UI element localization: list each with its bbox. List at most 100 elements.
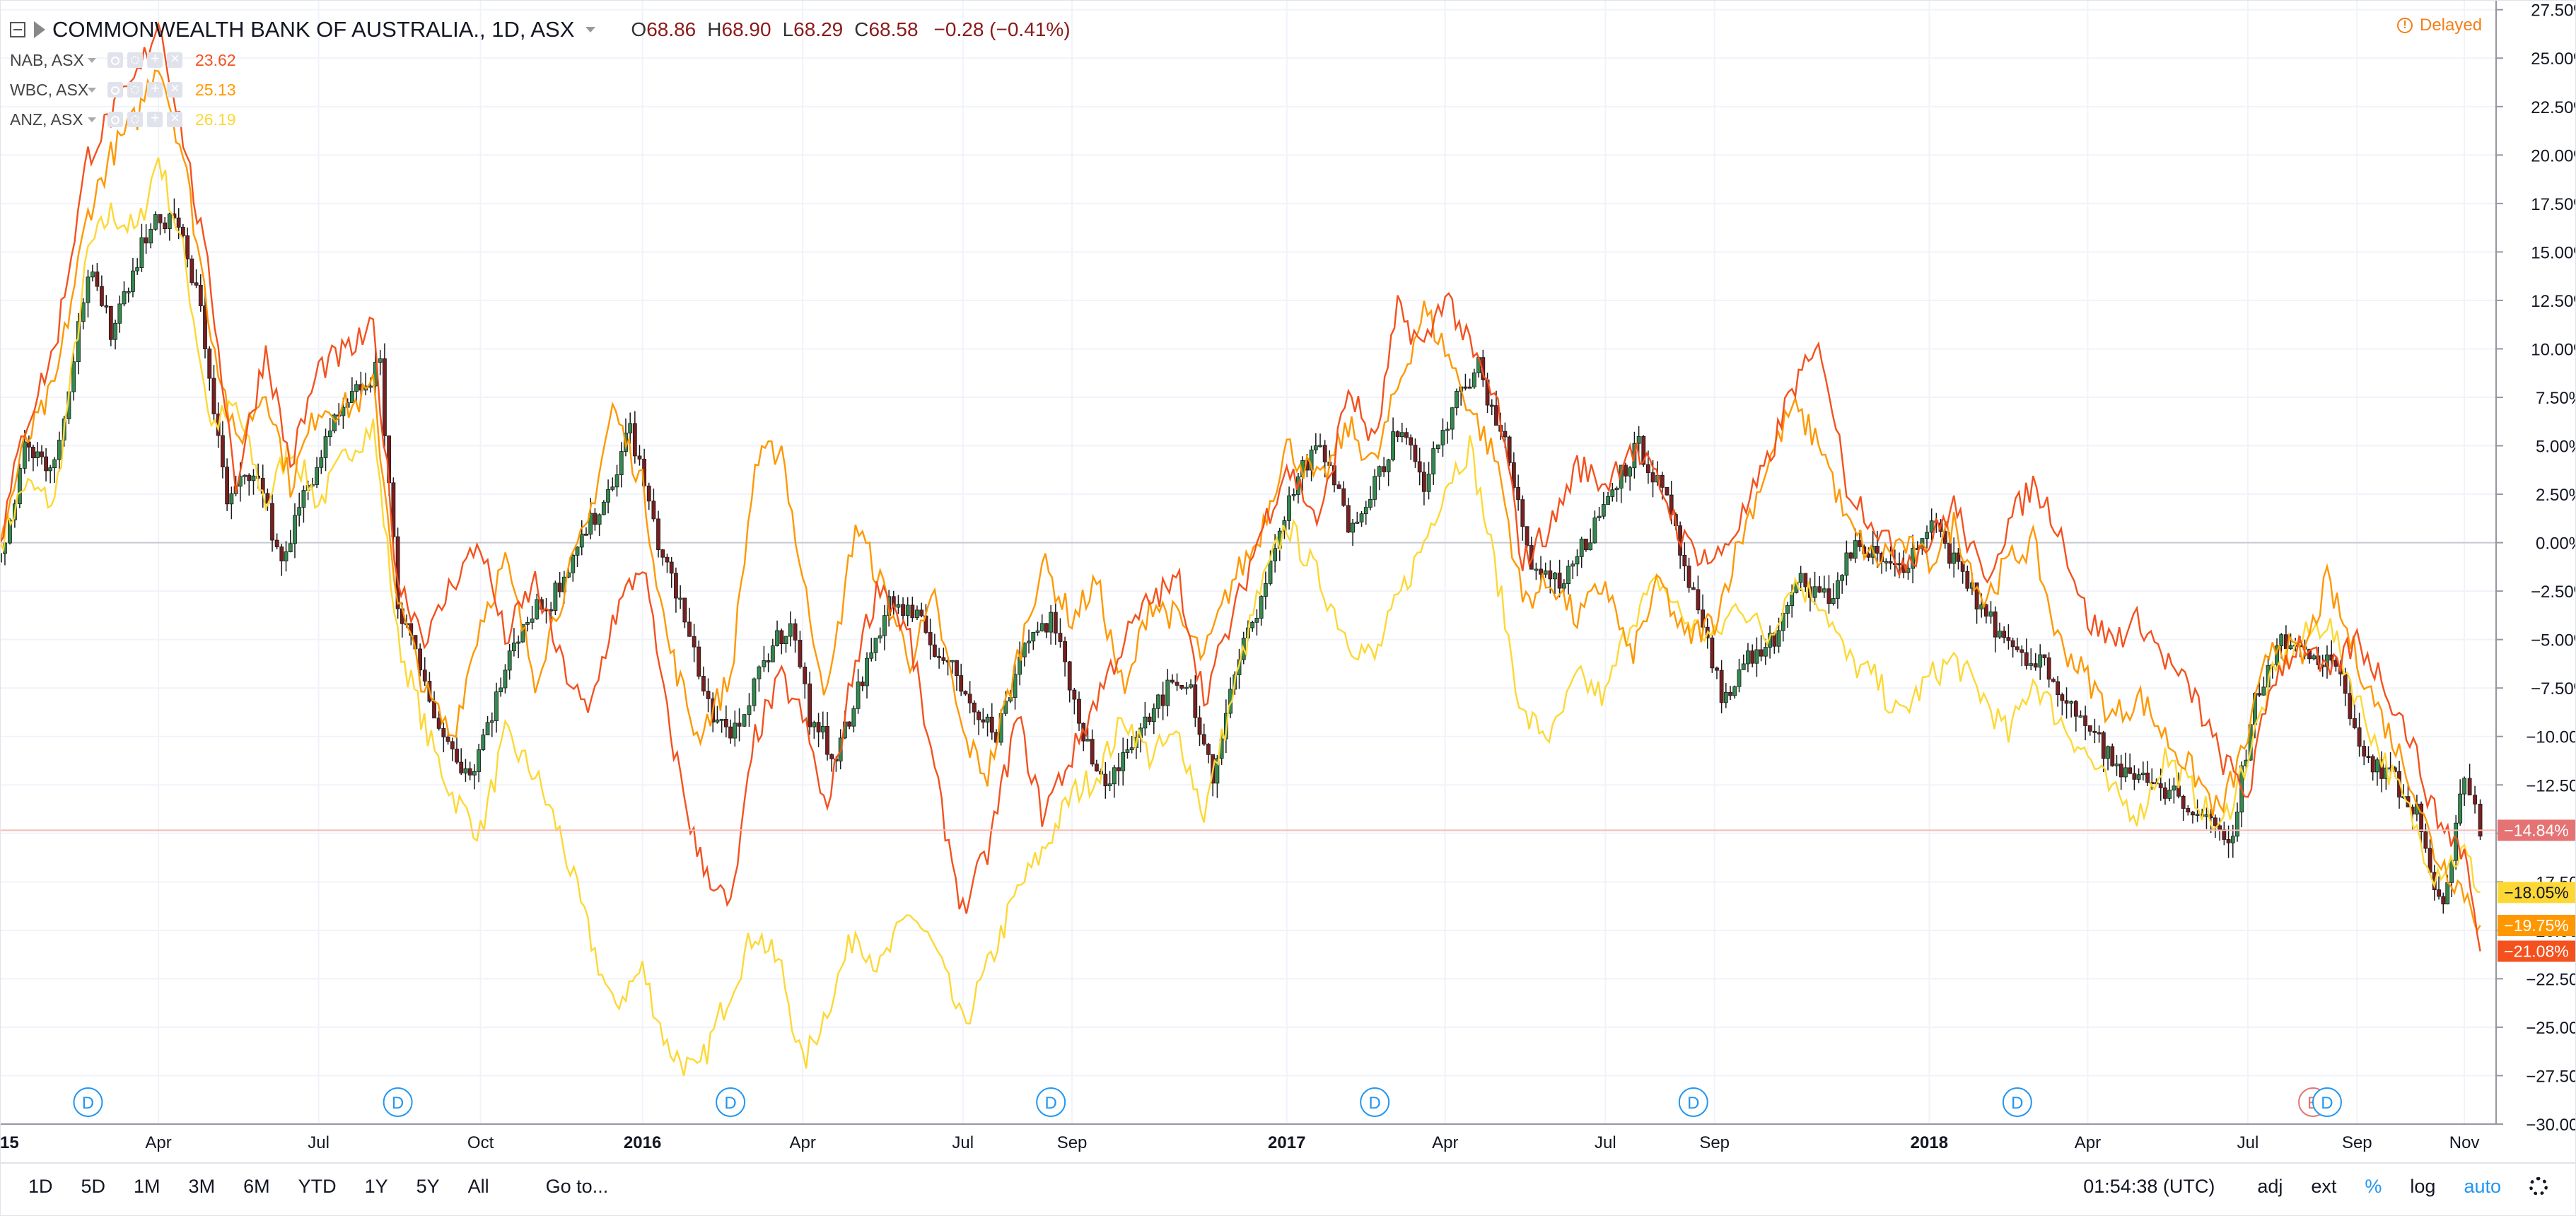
eye-icon[interactable]	[107, 52, 123, 68]
candle	[1094, 759, 1099, 772]
chevron-down-icon[interactable]	[88, 117, 96, 122]
range-3m-button[interactable]: 3M	[188, 1175, 216, 1197]
last-label-text: −14.84%	[2504, 821, 2568, 839]
more-icon[interactable]	[147, 79, 163, 98]
candle	[742, 714, 747, 727]
candle	[1107, 771, 1112, 791]
candle-body	[1445, 428, 1450, 431]
candle-body	[1925, 532, 1929, 539]
compare-row-nab[interactable]: NAB, ASX 23.62	[10, 45, 1071, 75]
dividend-marker[interactable]: D	[1360, 1087, 1390, 1117]
chevron-down-icon[interactable]	[88, 57, 96, 63]
candle-body	[1156, 694, 1160, 709]
compare-row-anz[interactable]: ANZ, ASX 26.19	[10, 105, 1071, 134]
dividend-icon[interactable]	[1360, 1087, 1390, 1117]
dividend-icon[interactable]	[1678, 1087, 1708, 1117]
candle-body	[221, 435, 225, 467]
candle-body	[1067, 661, 1072, 691]
flag-icon[interactable]	[34, 21, 45, 38]
chevron-down-icon[interactable]	[585, 27, 596, 33]
candle	[687, 607, 692, 637]
candle	[865, 652, 869, 699]
dividend-marker[interactable]: D	[716, 1087, 746, 1117]
range-1d-button[interactable]: 1D	[28, 1175, 53, 1197]
candle	[1463, 373, 1468, 391]
dividend-icon[interactable]	[2002, 1087, 2032, 1117]
dividend-marker[interactable]: D	[2002, 1087, 2032, 1117]
utc-clock[interactable]: 01:54:38 (UTC)	[2083, 1175, 2215, 1197]
range-5d-button[interactable]: 5D	[81, 1175, 106, 1197]
range-1m-button[interactable]: 1M	[134, 1175, 161, 1197]
dividend-marker[interactable]: D	[1678, 1087, 1708, 1117]
compare-symbol[interactable]: WBC, ASX	[10, 80, 89, 99]
gear-icon[interactable]	[127, 82, 143, 98]
candle-body	[459, 761, 464, 773]
candle	[1803, 573, 1808, 592]
candle-body	[1336, 484, 1341, 489]
chevron-down-icon[interactable]	[88, 87, 96, 93]
dividend-icon[interactable]	[383, 1087, 413, 1117]
candle	[2128, 753, 2133, 775]
candle-body	[1557, 573, 1562, 589]
candle-body	[2473, 795, 2477, 805]
settings-gear-icon[interactable]	[2529, 1177, 2548, 1195]
range-all-button[interactable]: All	[467, 1175, 489, 1197]
more-icon[interactable]	[147, 49, 163, 68]
candle-body	[637, 455, 642, 460]
candle-body	[1175, 682, 1179, 686]
candle	[2370, 754, 2375, 781]
dividend-marker[interactable]: D	[2312, 1087, 2342, 1117]
candle	[869, 638, 874, 662]
candle-body	[1597, 515, 1602, 518]
candle-body	[158, 214, 163, 223]
candle-body	[1641, 435, 1646, 465]
candle-body	[1817, 586, 1822, 593]
adj-toggle[interactable]: adj	[2257, 1175, 2283, 1197]
compare-symbol[interactable]: ANZ, ASX	[10, 110, 83, 129]
candle-body	[1377, 466, 1382, 477]
dividend-icon[interactable]	[716, 1087, 746, 1117]
candle	[441, 723, 446, 753]
compare-symbol[interactable]: NAB, ASX	[10, 50, 84, 69]
candle-body	[1259, 596, 1264, 619]
range-ytd-button[interactable]: YTD	[298, 1175, 337, 1197]
gear-icon[interactable]	[127, 112, 143, 127]
delayed-badge[interactable]: ! Delayed	[2397, 16, 2482, 35]
dividend-marker[interactable]: D	[73, 1087, 103, 1117]
log-toggle[interactable]: log	[2410, 1175, 2436, 1197]
candle-body	[288, 543, 293, 552]
ext-toggle[interactable]: ext	[2311, 1175, 2337, 1197]
candle	[1691, 582, 1696, 590]
dividend-icon[interactable]	[73, 1087, 103, 1117]
range-1y-button[interactable]: 1Y	[364, 1175, 388, 1197]
gear-icon[interactable]	[127, 52, 143, 68]
eye-icon[interactable]	[107, 112, 123, 127]
eye-icon[interactable]	[107, 82, 123, 98]
collapse-legend-icon[interactable]	[10, 22, 25, 37]
candle-body	[1826, 588, 1831, 604]
dividend-marker[interactable]: D	[383, 1087, 413, 1117]
close-icon[interactable]	[167, 109, 182, 127]
candle-body	[1998, 631, 2002, 638]
close-icon[interactable]	[167, 49, 182, 68]
goto-button[interactable]: Go to...	[545, 1175, 609, 1197]
dividend-marker[interactable]: D	[1036, 1087, 1066, 1117]
close-icon[interactable]	[167, 79, 182, 98]
compare-row-wbc[interactable]: WBC, ASX 25.13	[10, 75, 1071, 105]
candle-body	[472, 771, 477, 776]
range-6m-button[interactable]: 6M	[243, 1175, 270, 1197]
main-symbol-title[interactable]: COMMONWEALTH BANK OF AUSTRALIA., 1D, ASX	[52, 17, 575, 42]
candle-body	[798, 640, 803, 667]
candle	[2213, 814, 2217, 838]
more-icon[interactable]	[147, 109, 163, 127]
percent-toggle[interactable]: %	[2365, 1175, 2382, 1197]
candle-body	[1614, 487, 1619, 491]
dividend-icon[interactable]	[1036, 1087, 1066, 1117]
range-5y-button[interactable]: 5Y	[416, 1175, 440, 1197]
dividend-icon[interactable]	[2312, 1087, 2342, 1117]
auto-toggle[interactable]: auto	[2464, 1175, 2501, 1197]
candle-body	[1463, 386, 1468, 389]
candle	[2064, 687, 2069, 719]
